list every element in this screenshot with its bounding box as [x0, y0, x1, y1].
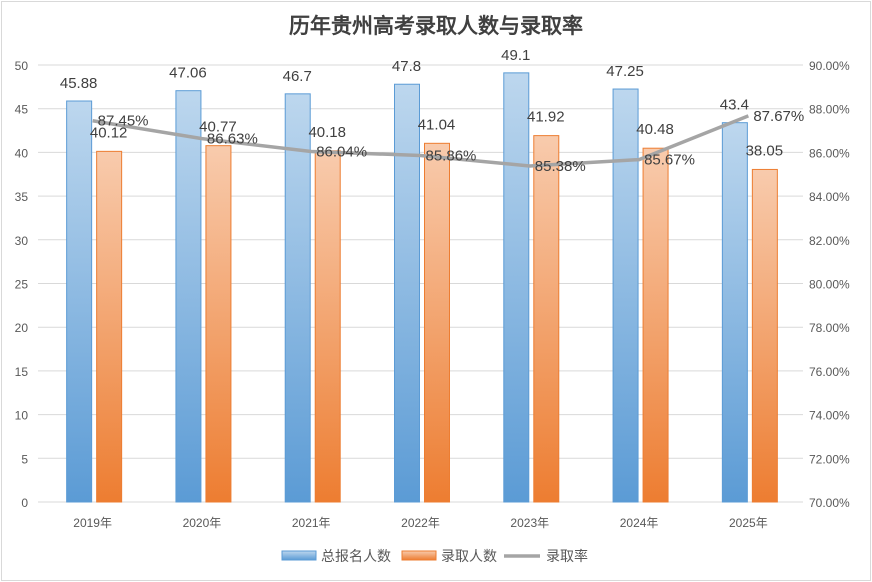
data-label-admitted: 40.12: [90, 124, 128, 141]
bar-total-applicants: [394, 83, 420, 503]
y-right-tick-label: 70.00%: [809, 496, 850, 510]
data-label-admission-rate: 85.86%: [426, 147, 477, 164]
data-label-total-applicants: 45.88: [60, 75, 98, 92]
data-label-total-applicants: 47.8: [392, 58, 421, 75]
y-left-tick-label: 50: [15, 59, 29, 73]
data-label-admitted: 40.48: [636, 121, 674, 138]
legend-label-admission-rate: 录取率: [546, 548, 588, 564]
y-left-tick-label: 45: [15, 103, 29, 117]
x-tick-label: 2024年: [620, 516, 659, 530]
bar-total-applicants: [66, 100, 93, 503]
data-label-admitted: 41.04: [418, 116, 456, 133]
bar-admitted: [205, 145, 232, 503]
data-label-total-applicants: 43.4: [720, 97, 749, 114]
data-label-total-applicants: 47.06: [169, 65, 207, 82]
legend-label-admitted: 录取人数: [441, 548, 497, 564]
data-label-total-applicants: 47.25: [606, 63, 644, 80]
bar-admitted: [424, 142, 450, 503]
y-right-tick-label: 78.00%: [809, 321, 850, 335]
y-left-tick-label: 30: [15, 234, 29, 248]
data-label-admitted: 38.05: [746, 142, 784, 159]
x-tick-label: 2023年: [510, 516, 549, 530]
y-right-tick-label: 72.00%: [809, 452, 850, 466]
data-label-admission-rate: 87.45%: [98, 113, 149, 130]
chart-title: 历年贵州高考录取人数与录取率: [289, 14, 583, 38]
y-right-tick-label: 90.00%: [809, 59, 850, 73]
bar-admitted: [642, 147, 669, 503]
bar-admitted: [96, 150, 123, 503]
x-tick-label: 2019年: [73, 516, 112, 530]
y-left-tick-label: 35: [15, 190, 29, 204]
data-label-total-applicants: 46.7: [283, 68, 312, 85]
y-right-tick-label: 86.00%: [809, 146, 850, 160]
bar-admitted: [314, 150, 341, 503]
y-right-tick-label: 88.00%: [809, 103, 850, 117]
legend-label-total-applicants: 总报名人数: [321, 548, 391, 564]
data-label-admission-rate: 85.67%: [644, 152, 695, 169]
data-label-admission-rate: 86.63%: [207, 131, 258, 148]
y-left-tick-label: 40: [15, 146, 29, 160]
bar-total-applicants: [175, 90, 202, 503]
x-tick-label: 2022年: [401, 516, 440, 530]
bar-total-applicants: [721, 122, 748, 503]
x-tick-label: 2020年: [183, 516, 222, 530]
data-label-admitted: 40.18: [308, 124, 346, 141]
y-left-tick-label: 25: [15, 278, 29, 292]
y-left-tick-label: 0: [21, 496, 28, 510]
y-left-tick-label: 15: [15, 365, 29, 379]
legend-swatch-total-applicants: [281, 550, 317, 561]
x-tick-label: 2025年: [729, 516, 768, 530]
bar-total-applicants: [503, 72, 530, 503]
y-left-tick-label: 20: [15, 321, 29, 335]
y-right-tick-label: 76.00%: [809, 365, 850, 379]
y-right-tick-label: 84.00%: [809, 190, 850, 204]
x-tick-label: 2021年: [292, 516, 331, 530]
y-right-tick-label: 74.00%: [809, 409, 850, 423]
y-left-tick-label: 5: [21, 452, 28, 466]
data-label-admitted: 41.92: [527, 109, 565, 126]
bar-total-applicants: [284, 93, 311, 503]
y-left-tick-label: 10: [15, 409, 29, 423]
bar-admitted: [751, 168, 778, 503]
legend-swatch-admitted: [401, 550, 437, 561]
data-label-admitted: 40.77: [199, 119, 237, 136]
data-label-total-applicants: 49.1: [501, 47, 530, 64]
data-label-admission-rate: 86.04%: [316, 144, 367, 161]
bar-total-applicants: [612, 88, 639, 503]
y-right-tick-label: 82.00%: [809, 234, 850, 248]
bar-admitted: [533, 135, 560, 503]
data-label-admission-rate: 87.67%: [753, 108, 804, 125]
y-right-tick-label: 80.00%: [809, 278, 850, 292]
data-label-admission-rate: 85.38%: [535, 158, 586, 175]
